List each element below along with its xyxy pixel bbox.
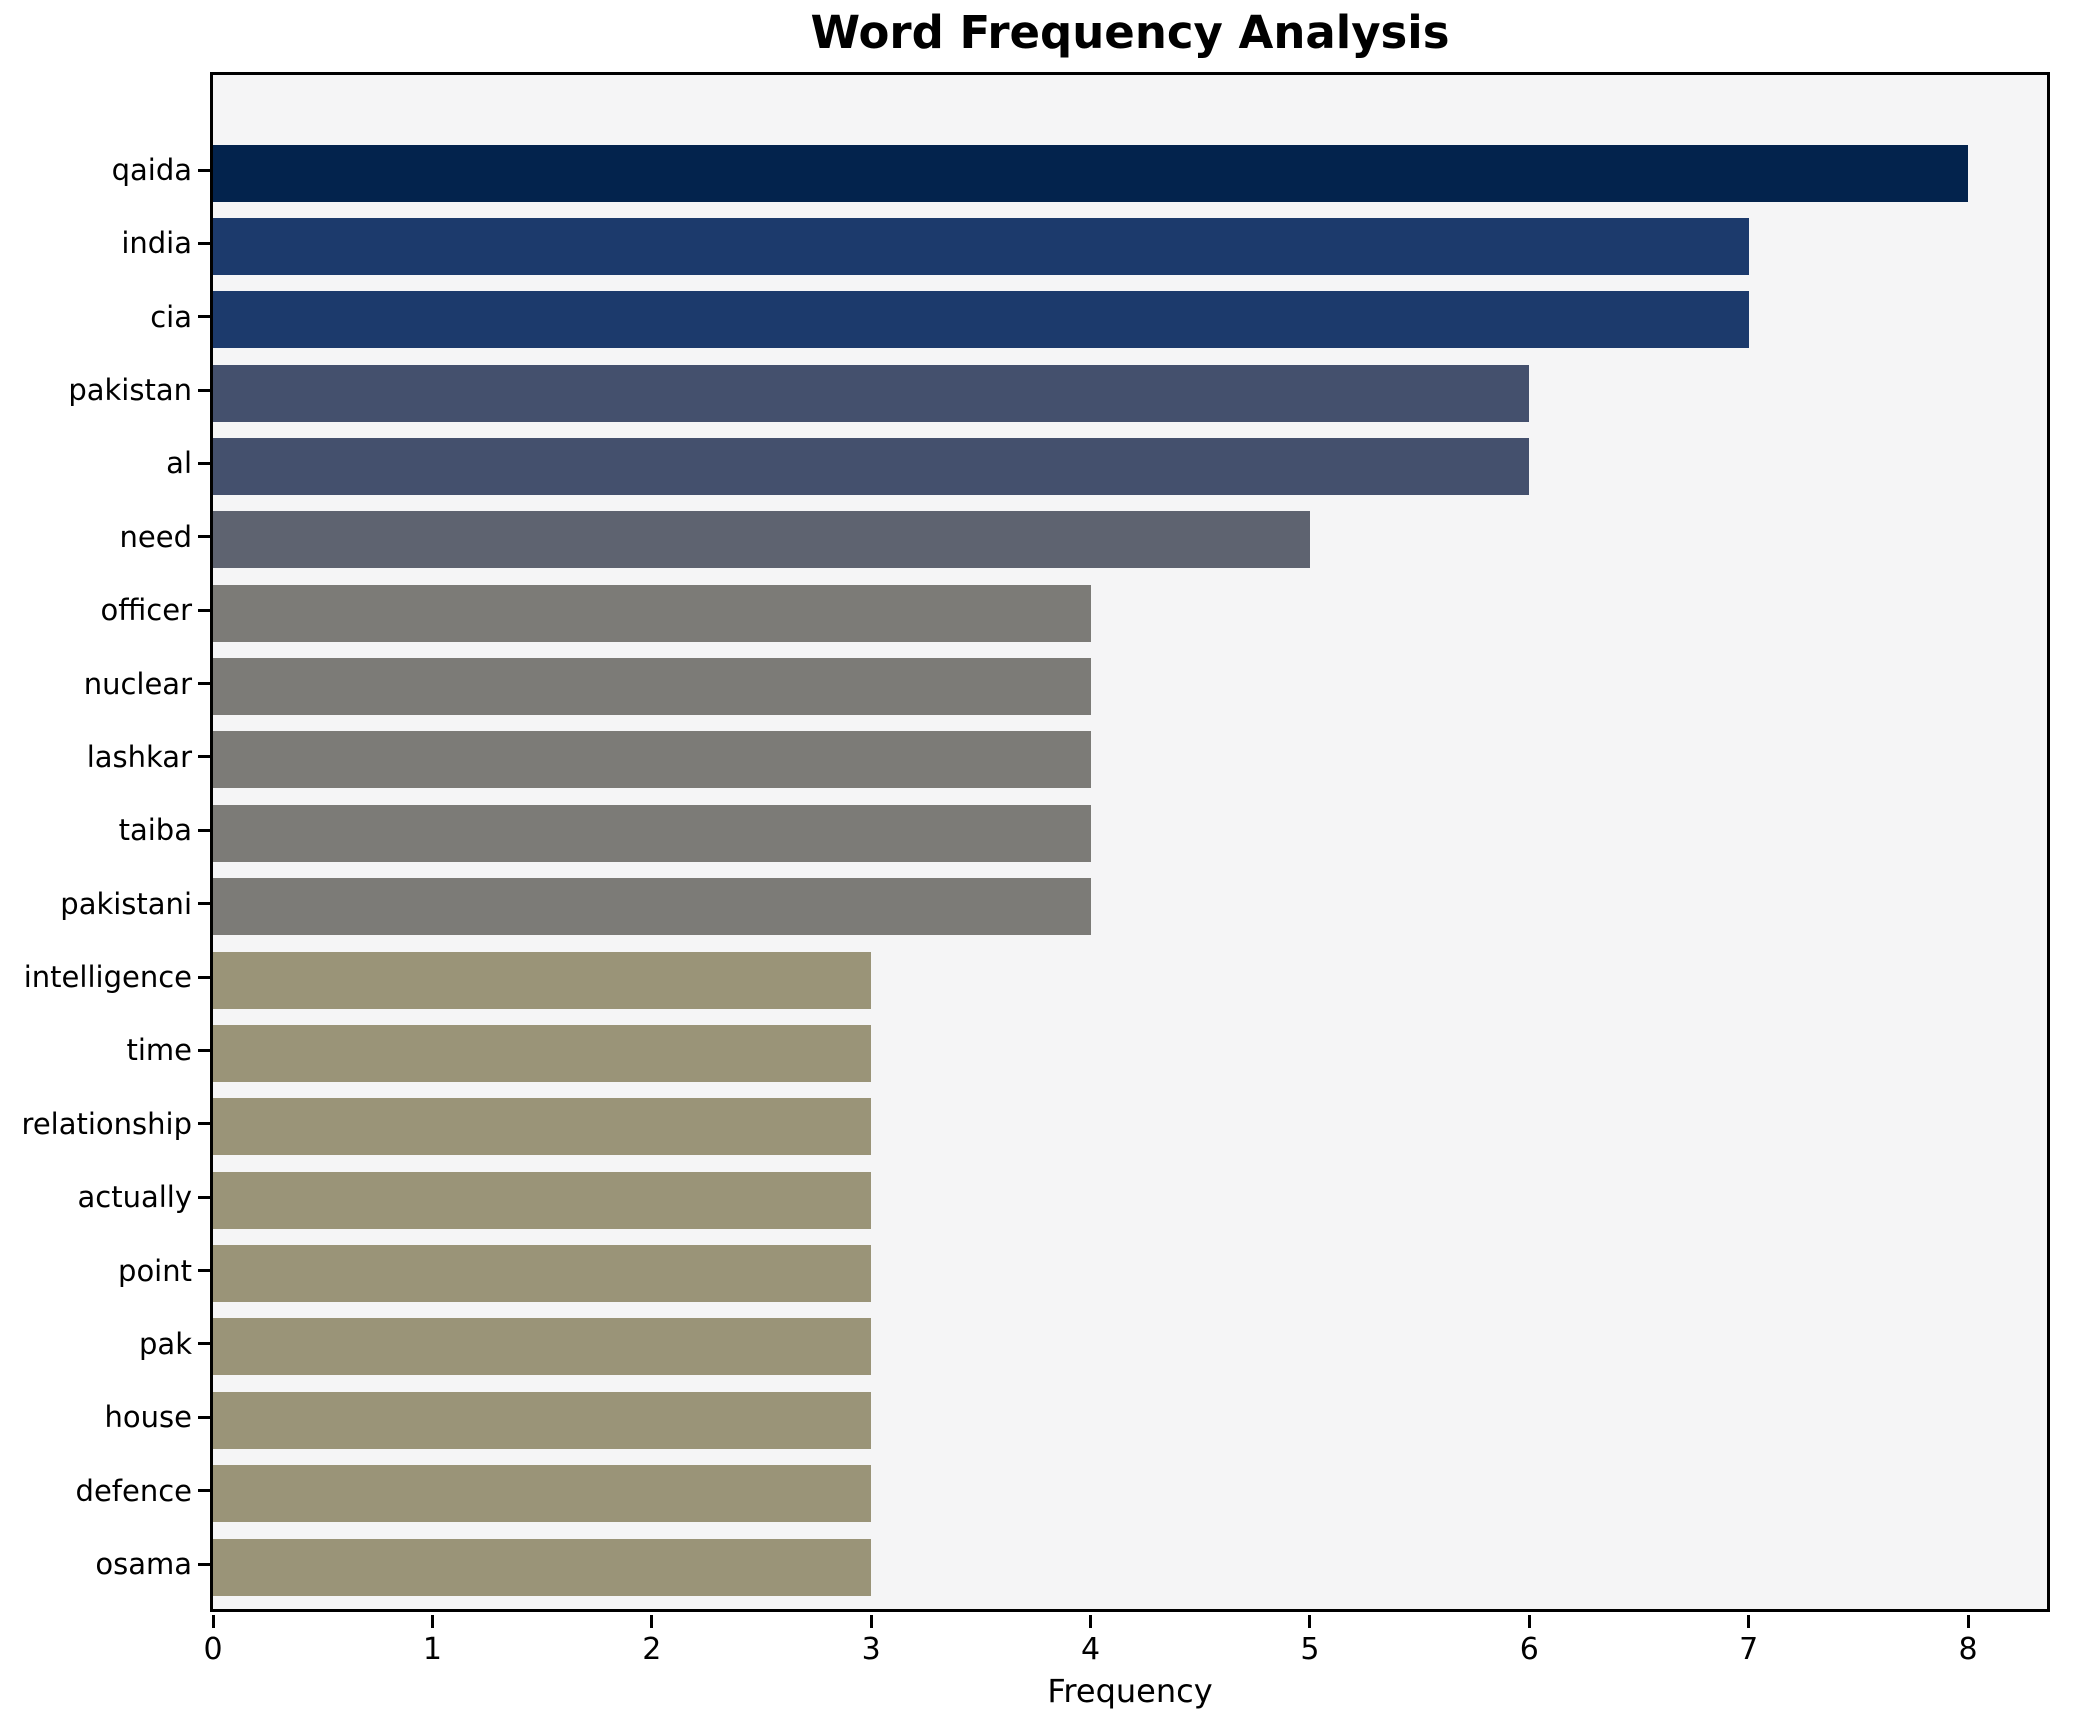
bar-pakistani: [213, 878, 1091, 936]
y-tick-label-actually: actually: [77, 1180, 192, 1215]
bar-al: [213, 437, 1530, 495]
bar-relationship: [213, 1098, 872, 1156]
x-tick-mark: [1308, 1615, 1312, 1628]
y-tick-label-lashkar: lashkar: [86, 739, 192, 774]
y-tick-mark: [198, 461, 210, 465]
y-tick-label-nuclear: nuclear: [83, 666, 192, 701]
plot-area: [210, 72, 2050, 1612]
y-tick-mark: [198, 1122, 210, 1126]
bar-osama: [213, 1538, 872, 1596]
y-tick-mark: [198, 902, 210, 906]
y-tick-mark: [198, 241, 210, 245]
x-tick-mark: [1747, 1615, 1751, 1628]
y-tick-mark: [198, 388, 210, 392]
chart-title: Word Frequency Analysis: [810, 6, 1450, 59]
y-tick-label-time: time: [126, 1033, 192, 1068]
y-tick-label-house: house: [104, 1400, 192, 1435]
x-tick-label-1: 1: [422, 1632, 442, 1667]
y-tick-mark: [198, 1048, 210, 1052]
y-tick-label-osama: osama: [95, 1547, 192, 1581]
x-tick-mark: [869, 1615, 873, 1628]
y-tick-label-pakistani: pakistani: [60, 886, 192, 921]
y-tick-mark: [198, 608, 210, 612]
bar-pakistan: [213, 364, 1530, 422]
y-tick-label-officer: officer: [100, 593, 193, 628]
x-tick-label-0: 0: [203, 1632, 223, 1667]
bar-cia: [213, 291, 1749, 349]
bar-intelligence: [213, 951, 872, 1009]
bar-taiba: [213, 804, 1091, 862]
y-tick-label-relationship: relationship: [21, 1106, 192, 1141]
bar-lashkar: [213, 731, 1091, 789]
bar-nuclear: [213, 658, 1091, 716]
y-tick-label-taiba: taiba: [118, 813, 192, 848]
x-tick-label-6: 6: [1519, 1632, 1539, 1667]
y-tick-label-pakistan: pakistan: [68, 373, 192, 408]
x-tick-label-8: 8: [1958, 1632, 1978, 1667]
bar-defence: [213, 1465, 872, 1523]
y-tick-label-qaida: qaida: [111, 153, 192, 187]
y-tick-mark: [198, 535, 210, 539]
x-axis-label: Frequency: [1047, 1672, 1213, 1710]
x-tick-mark: [1527, 1615, 1531, 1628]
y-tick-label-cia: cia: [150, 299, 192, 334]
y-tick-label-pak: pak: [139, 1326, 192, 1361]
bar-officer: [213, 584, 1091, 642]
y-tick-mark: [198, 315, 210, 319]
y-tick-label-al: al: [166, 446, 192, 481]
bar-qaida: [213, 144, 1969, 202]
y-tick-mark: [198, 755, 210, 759]
bar-india: [213, 217, 1749, 275]
x-tick-label-2: 2: [642, 1632, 662, 1667]
x-tick-label-5: 5: [1300, 1632, 1320, 1667]
y-tick-label-india: india: [121, 226, 192, 261]
x-tick-label-3: 3: [861, 1632, 881, 1667]
x-tick-mark: [650, 1615, 654, 1628]
x-tick-mark: [1089, 1615, 1092, 1628]
y-tick-mark: [198, 682, 210, 686]
bar-house: [213, 1391, 872, 1449]
bar-need: [213, 511, 1310, 569]
y-tick-mark: [198, 168, 210, 172]
y-tick-mark: [198, 828, 210, 832]
y-tick-label-point: point: [118, 1253, 192, 1288]
bar-time: [213, 1024, 872, 1082]
x-tick-mark: [211, 1615, 215, 1628]
bar-pak: [213, 1318, 872, 1376]
y-tick-label-defence: defence: [75, 1473, 192, 1508]
bar-actually: [213, 1171, 872, 1229]
y-tick-mark: [198, 975, 210, 979]
bar-point: [213, 1245, 872, 1303]
y-tick-label-need: need: [119, 519, 192, 554]
y-tick-mark: [198, 1562, 210, 1566]
y-tick-label-intelligence: intelligence: [23, 960, 192, 995]
x-tick-label-7: 7: [1739, 1632, 1759, 1667]
y-tick-mark: [198, 1269, 210, 1273]
x-tick-mark: [430, 1615, 434, 1628]
x-tick-mark: [1966, 1615, 1970, 1628]
x-tick-label-4: 4: [1080, 1632, 1101, 1667]
y-tick-mark: [198, 1415, 210, 1419]
y-tick-mark: [198, 1195, 210, 1199]
y-tick-mark: [198, 1489, 210, 1493]
y-tick-mark: [198, 1342, 210, 1346]
